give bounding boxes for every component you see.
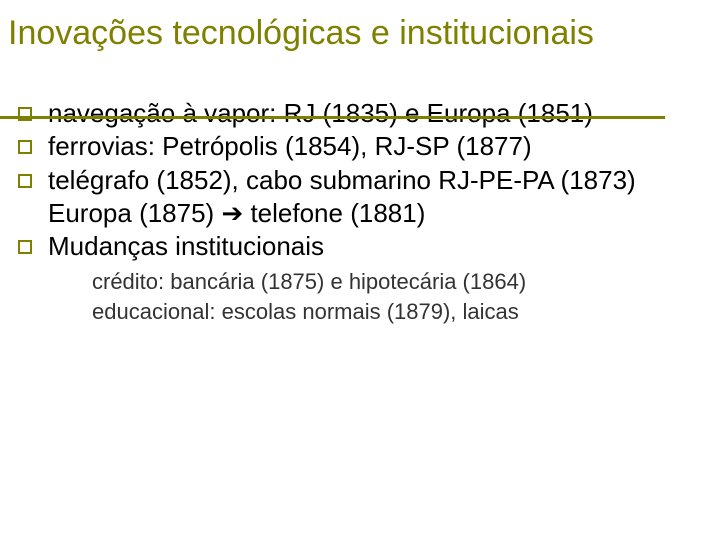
slide-title: Inovações tecnológicas e institucionais — [0, 0, 720, 63]
square-bullet-icon — [18, 140, 32, 154]
sub-item: crédito: bancária (1875) e hipotecária (… — [92, 267, 700, 297]
content-area: navegação à vapor: RJ (1835) e Europa (1… — [0, 97, 720, 327]
square-bullet-icon — [18, 240, 32, 254]
sub-content: crédito: bancária (1875) e hipotecária (… — [92, 267, 700, 326]
bullet-text: navegação à vapor: RJ (1835) e Europa (1… — [48, 97, 593, 130]
bullet-text: ferrovias: Petrópolis (1854), RJ-SP (187… — [48, 130, 532, 163]
bullet-item: navegação à vapor: RJ (1835) e Europa (1… — [18, 97, 700, 130]
bullet-item: telégrafo (1852), cabo submarino RJ-PE-P… — [18, 164, 700, 231]
bullet-item: Mudanças institucionais — [18, 230, 700, 263]
bullet-item: ferrovias: Petrópolis (1854), RJ-SP (187… — [18, 130, 700, 163]
square-bullet-icon — [18, 174, 32, 188]
title-underline — [0, 116, 665, 119]
bullet-text: telégrafo (1852), cabo submarino RJ-PE-P… — [48, 164, 700, 231]
bullet-text: Mudanças institucionais — [48, 230, 324, 263]
sub-item: educacional: escolas normais (1879), lai… — [92, 297, 700, 327]
